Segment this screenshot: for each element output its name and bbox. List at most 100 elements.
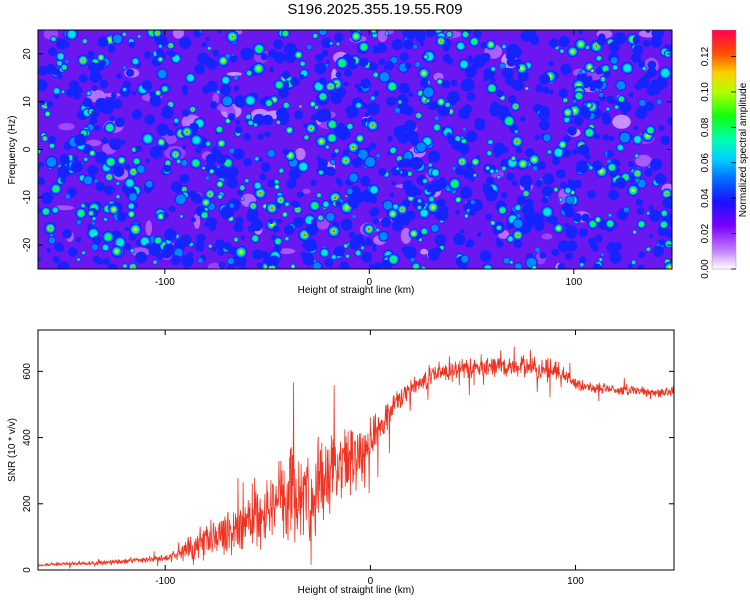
heatmap-blob <box>396 204 408 215</box>
heatmap-blob <box>400 227 412 244</box>
heatmap-blob <box>372 218 379 225</box>
heatmap-blob <box>256 262 263 269</box>
heatmap-blob <box>598 33 606 41</box>
heatmap-blob <box>567 126 577 136</box>
heatmap-blob <box>660 209 669 218</box>
heatmap-blob <box>609 56 619 65</box>
heatmap-blob <box>502 114 516 128</box>
heatmap-blob <box>599 75 607 83</box>
heatmap-blob <box>179 36 192 49</box>
heatmap-blob <box>50 183 62 195</box>
heatmap-blob <box>572 99 577 104</box>
heatmap-blob <box>512 229 524 241</box>
heatmap-blob <box>654 173 667 185</box>
heatmap-blob <box>181 84 189 92</box>
heatmap-blob <box>348 172 360 184</box>
heatmap-blob <box>333 245 345 257</box>
heatmap-blob <box>107 45 116 53</box>
heatmap-blob <box>355 133 365 144</box>
heatmap-blob <box>223 242 232 251</box>
heatmap-blob <box>448 177 462 191</box>
heatmap-blob <box>446 132 451 137</box>
heatmap-blob <box>655 98 663 106</box>
heatmap-blob <box>645 30 651 33</box>
heatmap-blob <box>648 234 653 239</box>
heatmap-blob <box>455 166 465 176</box>
heatmap-blob <box>417 237 423 243</box>
heatmap-blob <box>228 202 235 209</box>
heatmap-blob <box>290 263 296 269</box>
heatmap-blob <box>204 188 216 200</box>
heatmap-blob <box>542 86 550 94</box>
heatmap-blob <box>387 253 400 266</box>
heatmap-blob <box>130 146 138 153</box>
heatmap-blob <box>127 202 136 211</box>
heatmap-blob <box>463 213 469 219</box>
heatmap-blob <box>233 148 245 160</box>
heatmap-field <box>38 30 672 269</box>
heatmap-blob <box>631 52 642 63</box>
heatmap-blob <box>432 122 442 132</box>
heatmap-blob <box>406 194 415 203</box>
heatmap-blob <box>245 69 253 77</box>
heatmap-blob <box>373 262 382 269</box>
heatmap-blob <box>269 255 280 266</box>
heatmap-blob <box>424 98 431 104</box>
heatmap-blob <box>101 230 115 244</box>
heatmap-blob <box>324 144 330 150</box>
colorbar-label: Normalized spectral amplitude <box>738 82 749 217</box>
heatmap-blob <box>149 91 156 98</box>
heatmap-blob <box>465 162 472 170</box>
heatmap-blob <box>266 148 276 158</box>
heatmap-blob <box>662 197 672 209</box>
heatmap-blob <box>557 263 566 269</box>
heatmap-blob <box>537 161 546 170</box>
heatmap-blob <box>103 217 108 222</box>
heatmap-blob <box>201 41 207 48</box>
heatmap-blob <box>481 52 491 62</box>
heatmap-blob <box>74 86 83 95</box>
heatmap-blob <box>541 233 553 240</box>
heatmap-blob <box>451 166 457 171</box>
heatmap-blob <box>505 50 517 61</box>
heatmap-blob <box>416 33 426 43</box>
heatmap-blob <box>521 189 531 198</box>
heatmap-blob <box>541 185 553 197</box>
heatmap-blob <box>391 180 396 186</box>
heatmap-blob <box>573 116 584 126</box>
heatmap-blob <box>502 67 514 79</box>
heatmap-blob <box>128 262 138 269</box>
heatmap-blob <box>358 57 369 67</box>
heatmap-blob <box>594 79 604 89</box>
heatmap-blob <box>485 39 496 50</box>
heatmap-blob <box>101 243 110 252</box>
heatmap-blob <box>334 32 344 42</box>
heatmap-blob <box>473 30 482 39</box>
heatmap-blob <box>309 200 321 212</box>
heatmap-x-tick-label: 100 <box>565 277 582 288</box>
heatmap-blob <box>461 78 475 92</box>
heatmap-blob <box>51 206 60 215</box>
heatmap-blob <box>299 60 306 68</box>
heatmap-blob <box>610 98 616 105</box>
heatmap-blob <box>199 247 204 252</box>
heatmap-blob <box>282 101 291 110</box>
heatmap-blob <box>163 159 172 168</box>
heatmap-blob <box>539 251 547 259</box>
heatmap-blob <box>252 62 265 75</box>
heatmap-blob <box>465 130 478 143</box>
heatmap-blob <box>513 262 523 269</box>
heatmap-blob <box>321 37 332 49</box>
heatmap-blob <box>627 160 635 168</box>
heatmap-blob <box>444 101 451 109</box>
heatmap-blob <box>156 123 169 136</box>
heatmap-blob <box>278 167 285 174</box>
heatmap-blob <box>548 60 555 67</box>
heatmap-blob <box>333 148 340 154</box>
heatmap-blob <box>633 125 639 131</box>
heatmap-blob <box>435 36 447 47</box>
heatmap-blob <box>482 263 494 269</box>
heatmap-blob <box>613 104 620 110</box>
heatmap-blob <box>250 233 260 244</box>
heatmap-blob <box>477 232 482 237</box>
